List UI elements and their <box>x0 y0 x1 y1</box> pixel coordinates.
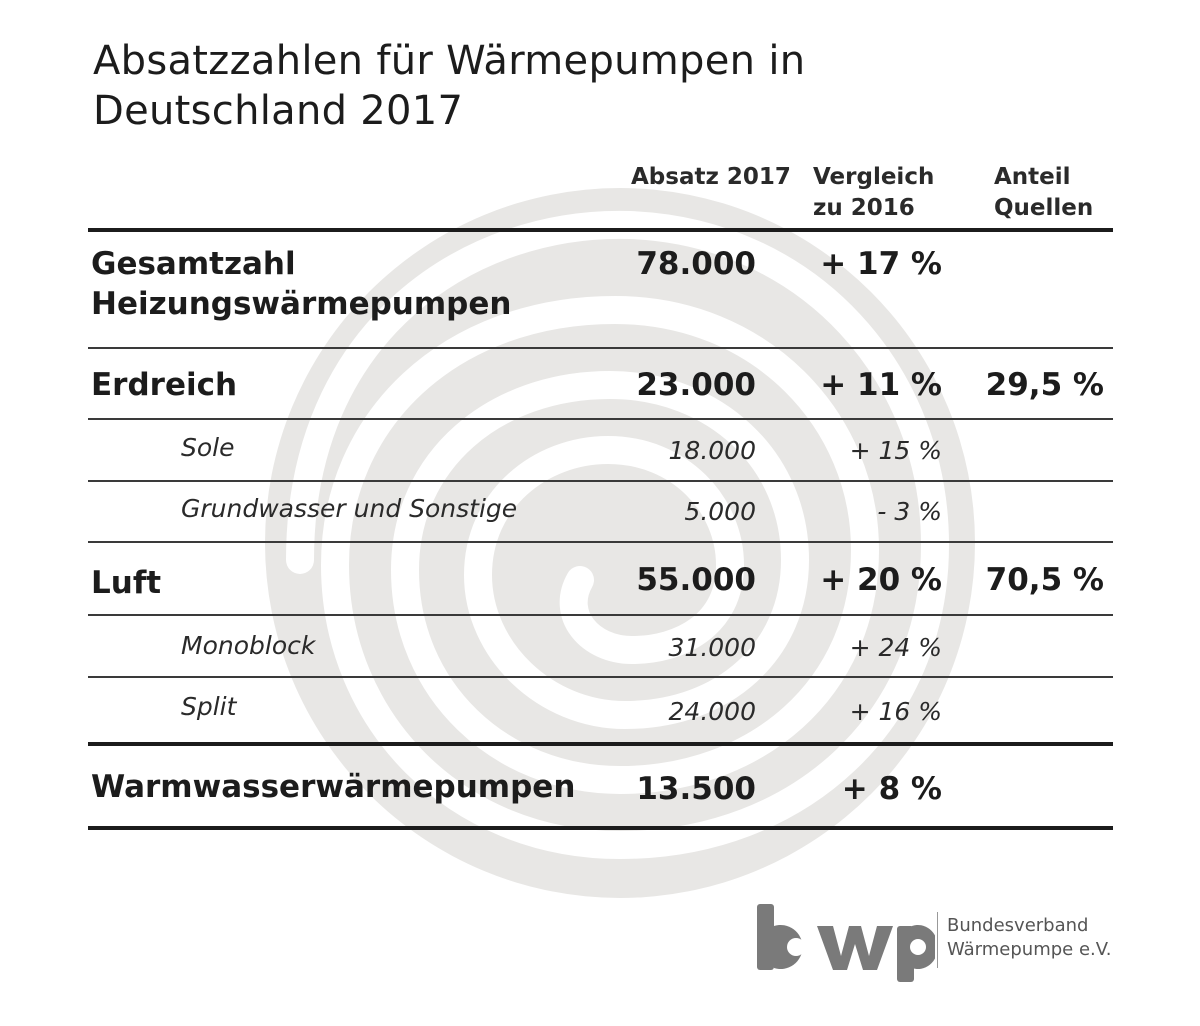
header-rule <box>88 228 1113 232</box>
row-ground-share: 29,5 % <box>985 367 1104 403</box>
row-monoblock-sales: 31.000 <box>668 633 756 662</box>
row-divider <box>88 418 1113 420</box>
row-hotwater-sales: 13.500 <box>636 771 756 807</box>
page-title: Absatzzahlen für Wärmepumpen in Deutschl… <box>93 36 805 136</box>
row-air-share: 70,5 % <box>985 562 1104 598</box>
row-total-change: + 17 % <box>820 246 942 282</box>
row-split-change: + 16 % <box>849 697 942 726</box>
header-sales: Absatz 2017 <box>631 164 791 190</box>
section-rule <box>88 742 1113 746</box>
row-divider <box>88 480 1113 482</box>
row-ground-change: + 11 % <box>820 367 942 403</box>
bwp-logo <box>757 904 935 982</box>
row-air-sales: 55.000 <box>636 562 756 598</box>
row-divider <box>88 347 1113 349</box>
bottom-rule <box>88 826 1113 830</box>
row-brine-change: + 15 % <box>849 436 942 465</box>
logo-divider <box>937 912 938 968</box>
row-split-sales: 24.000 <box>668 697 756 726</box>
row-air-change: + 20 % <box>820 562 942 598</box>
row-hotwater-change: + 8 % <box>841 771 942 807</box>
row-monoblock-label: Monoblock <box>181 631 316 660</box>
row-groundwater-change: - 3 % <box>877 497 942 526</box>
title-line-2: Deutschland 2017 <box>93 88 464 134</box>
organization-name: Bundesverband Wärmepumpe e.V. <box>947 915 1112 960</box>
row-divider <box>88 614 1113 616</box>
row-brine-label: Sole <box>181 433 235 462</box>
row-total-sales: 78.000 <box>636 246 756 282</box>
row-split-label: Split <box>181 692 237 721</box>
row-total-label: Gesamtzahl Heizungswärmepumpen <box>91 246 512 322</box>
title-line-1: Absatzzahlen für Wärmepumpen in <box>93 38 806 84</box>
header-share: Anteil Quellen <box>994 164 1094 221</box>
row-ground-sales: 23.000 <box>636 367 756 403</box>
row-ground-label: Erdreich <box>91 367 238 403</box>
row-air-label: Luft <box>91 565 162 601</box>
header-compare: Vergleich zu 2016 <box>813 164 935 221</box>
row-divider <box>88 541 1113 543</box>
row-brine-sales: 18.000 <box>668 436 756 465</box>
row-hotwater-label: Warmwasserwärmepumpen <box>91 769 576 805</box>
row-divider <box>88 676 1113 678</box>
row-groundwater-sales: 5.000 <box>684 497 756 526</box>
row-monoblock-change: + 24 % <box>849 633 942 662</box>
row-groundwater-label: Grundwasser und Sonstige <box>181 494 518 523</box>
